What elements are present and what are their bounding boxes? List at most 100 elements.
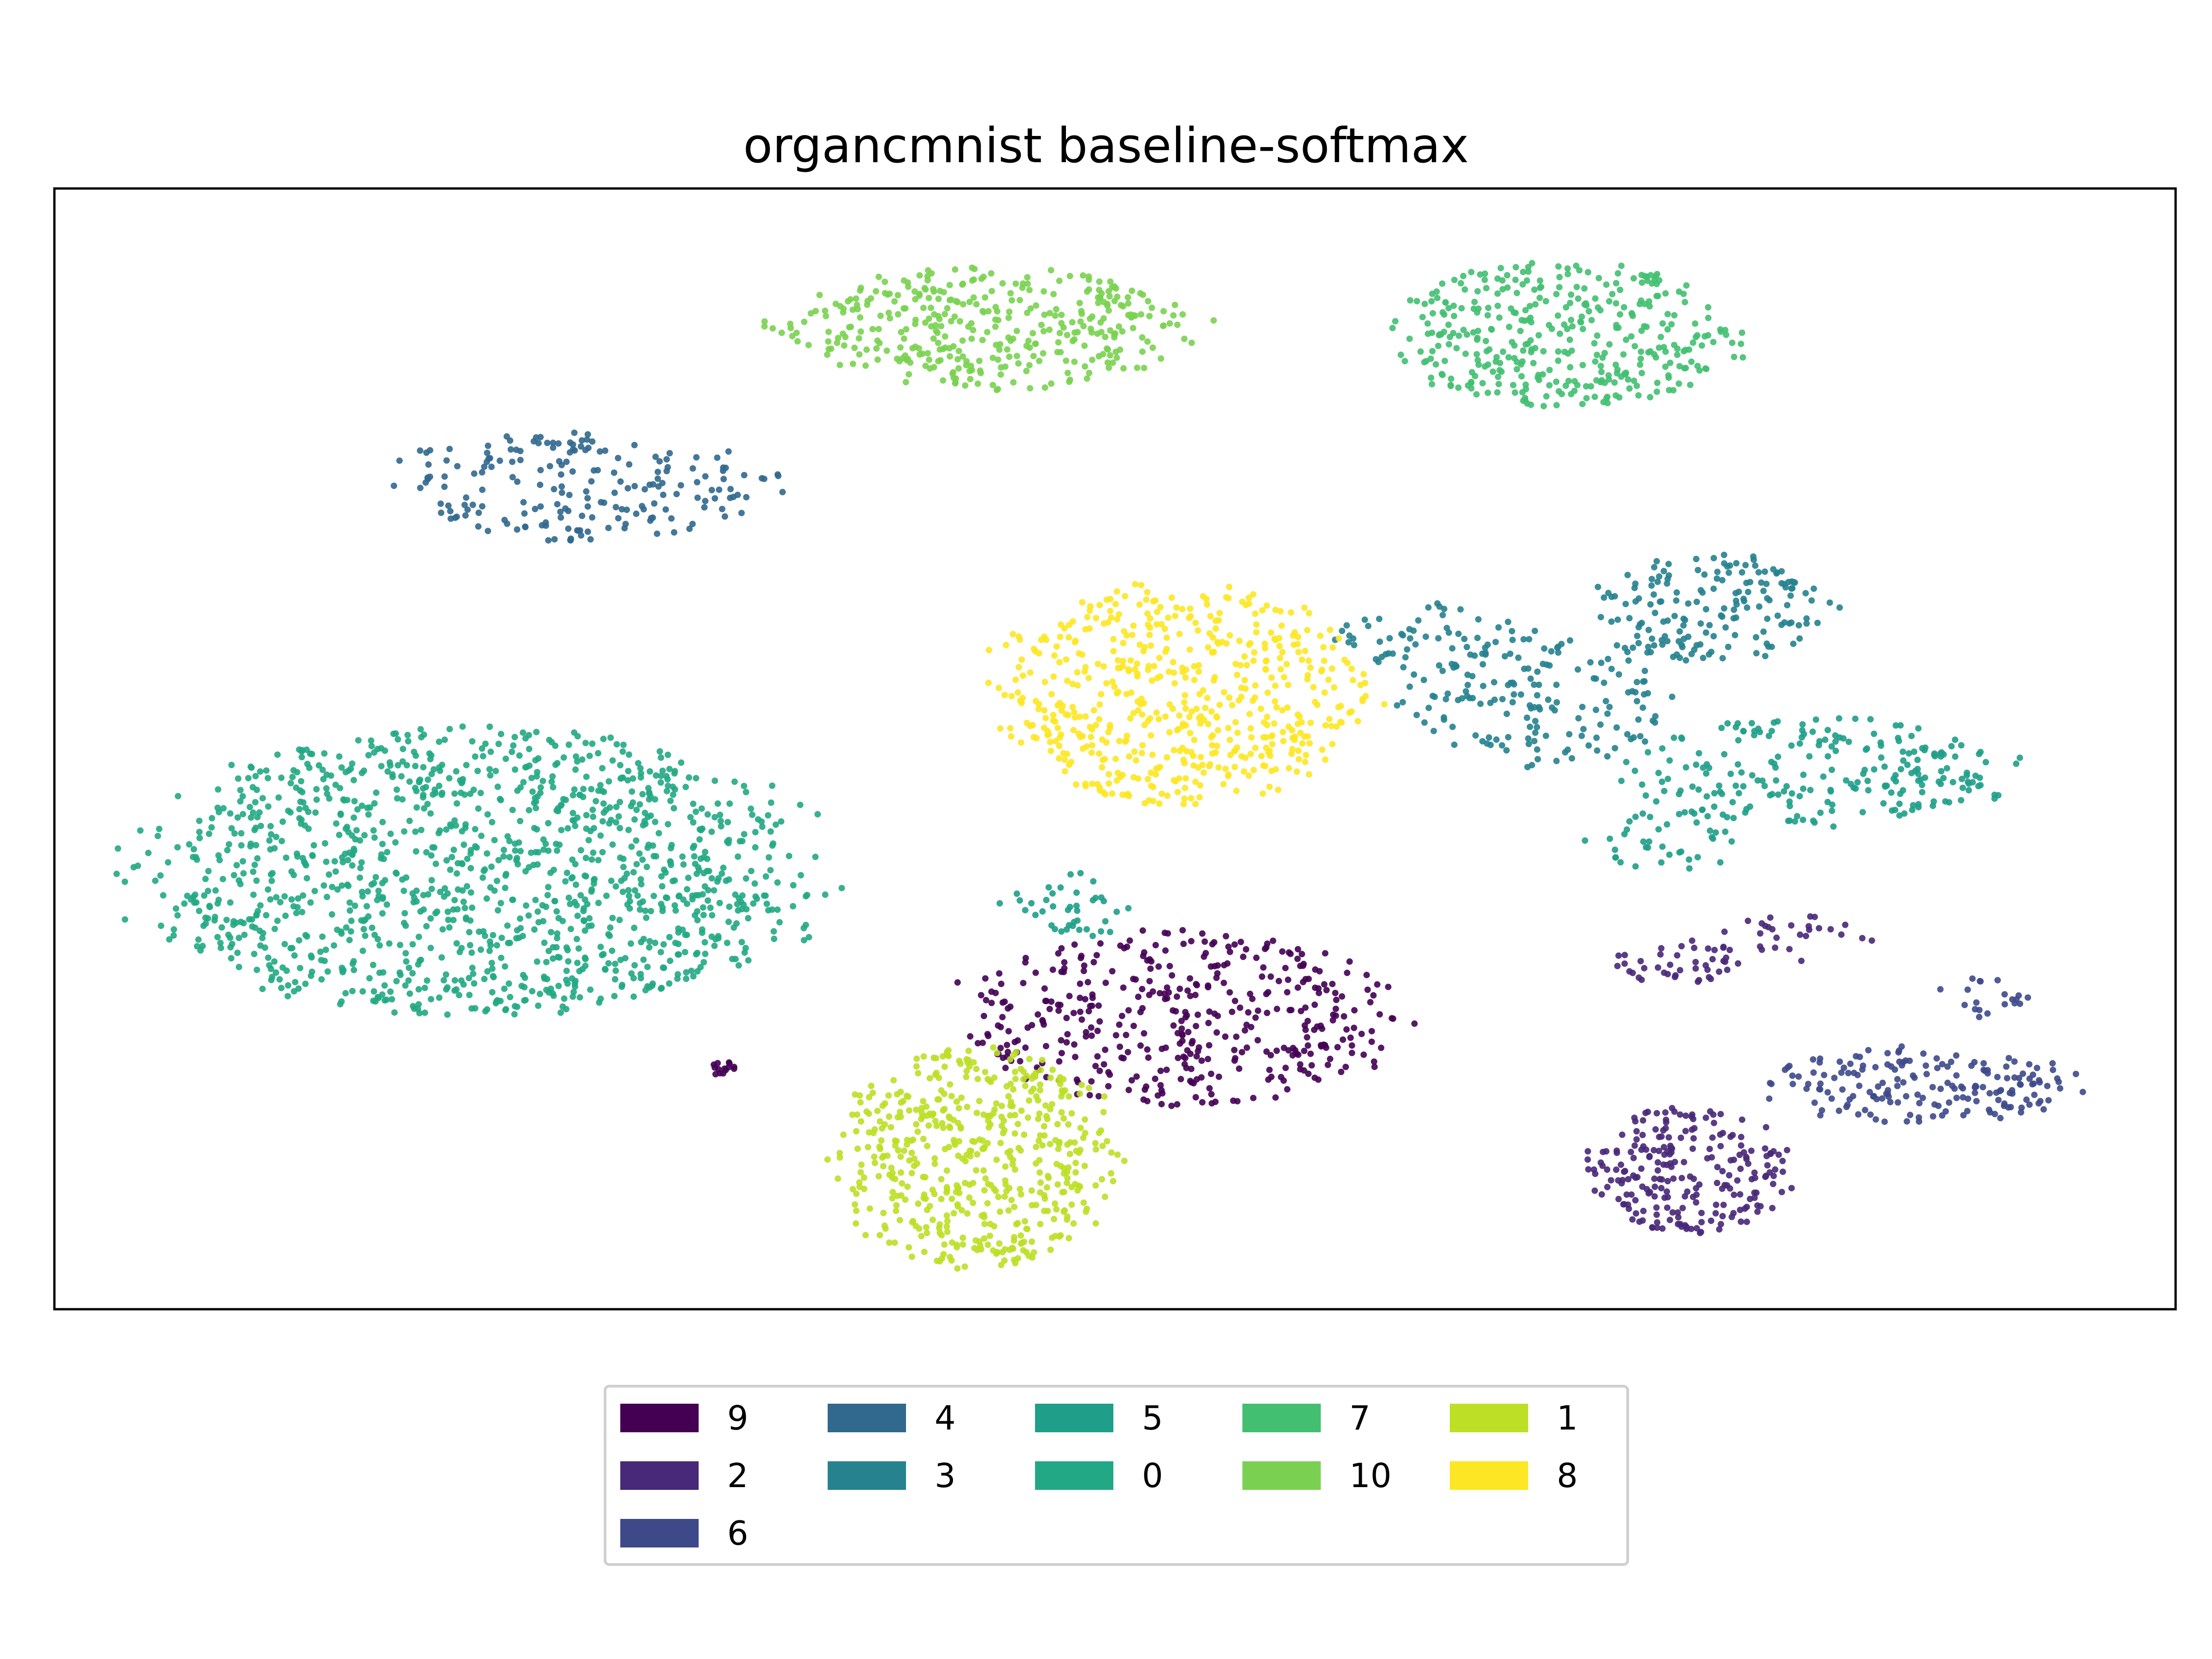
point-8 [1304,627,1311,634]
point-8 [1234,671,1241,678]
point-0 [686,774,692,781]
point-2 [1629,970,1636,977]
point-0 [307,899,314,906]
series-10 [761,265,1217,394]
point-0 [500,847,507,853]
point-5 [1965,778,1971,785]
point-0 [468,949,475,956]
point-10 [846,324,853,330]
point-4 [447,515,454,522]
point-9 [1223,933,1230,940]
point-7 [1611,379,1618,386]
point-1 [889,1170,896,1177]
point-1 [904,1183,911,1190]
point-1 [1048,1101,1055,1108]
point-10 [924,350,931,357]
point-7 [1651,276,1658,283]
point-0 [612,960,618,967]
point-6 [1951,1085,1958,1092]
point-8 [1236,637,1243,644]
point-0 [267,823,274,830]
point-3 [1679,644,1686,651]
point-0 [337,1001,344,1008]
point-0 [741,782,747,789]
point-4 [558,462,565,469]
point-3 [1635,640,1642,647]
point-8 [1065,712,1071,718]
point-2 [1726,947,1733,953]
point-5 [1888,789,1895,796]
point-0 [357,865,364,871]
point-8 [1321,658,1328,664]
point-10 [1174,321,1181,328]
point-7 [1470,329,1477,336]
point-6 [1919,1094,1926,1101]
point-4 [589,514,595,521]
point-1 [1029,1202,1035,1209]
point-3 [1778,580,1785,587]
point-6 [2016,1075,2023,1082]
point-0 [550,784,557,791]
point-4 [579,512,585,519]
point-6 [1866,1088,1873,1095]
point-0 [560,796,567,803]
point-0 [351,966,357,973]
point-8 [1213,742,1220,749]
point-7 [1438,371,1445,377]
point-8 [1242,754,1249,761]
point-2 [1737,1206,1743,1213]
point-9 [1205,1056,1212,1063]
point-0 [157,872,164,879]
point-9 [1077,954,1084,961]
point-6 [2079,1088,2086,1095]
point-10 [925,294,932,301]
point-0 [687,814,694,821]
point-5 [1582,837,1588,844]
point-1 [913,1106,920,1113]
point-6 [2072,1071,2079,1077]
point-2 [1737,1191,1743,1198]
point-9 [1117,942,1124,949]
point-0 [514,787,521,794]
point-1 [1012,1112,1018,1118]
point-0 [300,892,306,899]
point-7 [1512,389,1518,396]
plot-frame [53,187,2177,1311]
point-0 [225,841,232,848]
point-1 [1051,1216,1057,1223]
point-0 [636,906,643,913]
point-9 [1267,973,1274,980]
point-0 [535,1002,541,1009]
point-3 [1612,745,1618,752]
point-8 [1119,658,1126,665]
point-8 [1139,742,1146,749]
point-0 [674,975,681,982]
point-8 [1128,689,1135,696]
point-0 [636,850,643,857]
point-9 [1130,1023,1137,1030]
point-5 [1710,835,1717,842]
point-0 [732,956,739,963]
point-9 [1272,1094,1279,1101]
point-0 [647,812,654,819]
point-3 [1410,627,1417,634]
point-3 [1434,600,1441,607]
point-10 [933,327,940,334]
point-5 [1683,764,1689,771]
point-10 [845,298,852,305]
point-5 [1678,734,1685,741]
point-0 [768,799,775,806]
point-3 [1735,588,1742,595]
point-0 [158,922,165,929]
point-7 [1647,394,1653,400]
point-7 [1688,358,1695,365]
point-8 [1114,770,1121,776]
point-5 [1644,844,1651,851]
point-1 [889,1188,896,1195]
point-1 [836,1150,843,1157]
point-10 [967,362,974,369]
point-0 [755,816,762,823]
point-1 [947,1124,953,1131]
point-7 [1656,344,1663,351]
point-10 [884,291,891,298]
